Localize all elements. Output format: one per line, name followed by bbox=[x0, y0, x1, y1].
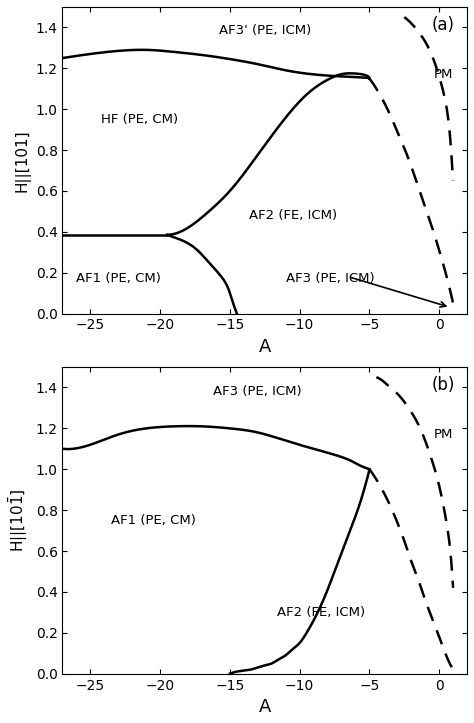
Y-axis label: H||[10$\bar{1}$]: H||[10$\bar{1}$] bbox=[7, 489, 30, 552]
Text: (a): (a) bbox=[432, 16, 455, 34]
Text: PM: PM bbox=[434, 428, 453, 441]
Text: AF3 (PE, ICM): AF3 (PE, ICM) bbox=[213, 385, 302, 398]
Text: AF2 (FE, ICM): AF2 (FE, ICM) bbox=[276, 606, 365, 619]
Text: AF1 (PE, CM): AF1 (PE, CM) bbox=[76, 273, 161, 286]
X-axis label: A: A bbox=[259, 698, 271, 716]
Text: HF (PE, CM): HF (PE, CM) bbox=[100, 113, 178, 126]
Text: AF1 (PE, CM): AF1 (PE, CM) bbox=[111, 514, 196, 527]
Y-axis label: H||[101]: H||[101] bbox=[14, 129, 30, 192]
Text: AF3 (PE, ICM): AF3 (PE, ICM) bbox=[286, 273, 374, 286]
X-axis label: A: A bbox=[259, 338, 271, 356]
Text: PM: PM bbox=[434, 68, 453, 81]
Text: AF2 (FE, ICM): AF2 (FE, ICM) bbox=[248, 209, 337, 222]
Text: (b): (b) bbox=[431, 376, 455, 394]
Text: AF3' (PE, ICM): AF3' (PE, ICM) bbox=[219, 24, 311, 37]
